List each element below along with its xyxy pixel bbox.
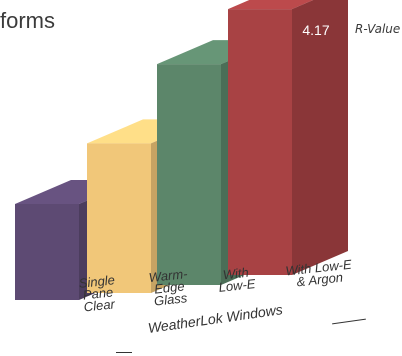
group-bracket-left — [116, 352, 132, 353]
bar-4-side — [292, 0, 348, 275]
bar-2-front — [87, 143, 151, 293]
category-label-line: Low-E — [218, 278, 256, 294]
category-label-3: With Low-E — [217, 266, 256, 294]
bar-4-front — [228, 9, 292, 275]
bar-4: 4.17 — [228, 0, 348, 275]
bar-4-value-label: 4.17 — [302, 22, 329, 38]
category-label-line: Clear — [81, 298, 118, 314]
category-label-2: Warm- Edge Glass — [148, 268, 190, 308]
bar-1-front — [15, 204, 79, 300]
category-label-1: Single Pane Clear — [78, 274, 118, 314]
bar-3-front — [157, 64, 221, 285]
